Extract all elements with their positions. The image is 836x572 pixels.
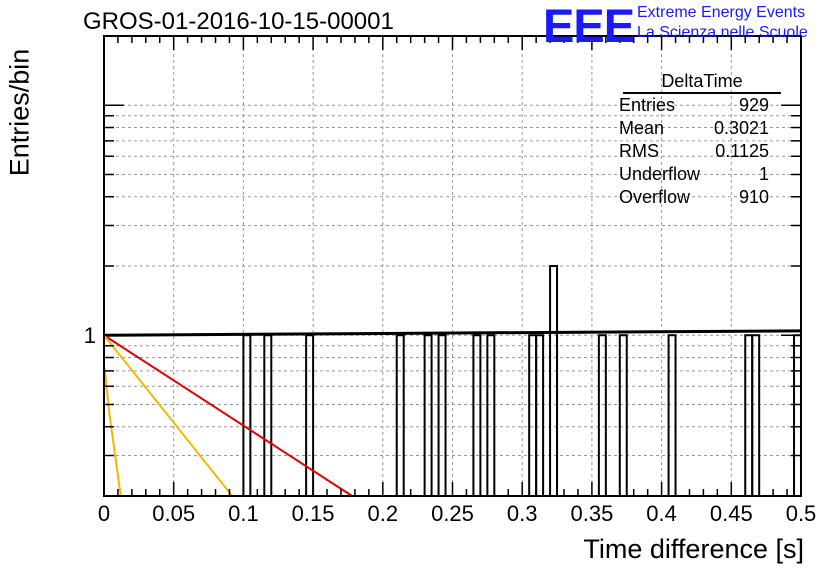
histogram-bin <box>305 334 315 498</box>
stats-label: Underflow <box>619 164 701 184</box>
x-tick-label: 0.4 <box>646 501 677 526</box>
stats-value: 0.1125 <box>715 141 769 161</box>
x-tick-label: 0.05 <box>152 501 195 526</box>
eee-logo-text: Extreme Energy Events La Scienza nelle S… <box>637 3 808 43</box>
histogram-bin <box>597 334 607 498</box>
stats-value: 0.3021 <box>713 118 769 138</box>
histogram-bin <box>528 334 538 498</box>
x-axis-label: Time difference [s] <box>583 534 804 564</box>
stats-row-entries: Entries 929 <box>611 94 781 117</box>
chart-title: GROS-01-2016-10-15-00001 <box>83 8 394 35</box>
stats-row-underflow: Underflow 1 <box>611 163 781 186</box>
x-tick-label: 0.35 <box>570 501 613 526</box>
fit-curve <box>103 334 353 497</box>
logo-line-2: La Scienza nelle Scuole <box>637 24 808 41</box>
x-tick-label: 0.25 <box>431 501 474 526</box>
stats-title: DeltaTime <box>623 70 781 94</box>
fit-curve <box>103 367 122 497</box>
histogram-bin <box>486 334 496 498</box>
histogram-bin <box>744 334 754 498</box>
stats-label: RMS <box>619 141 659 161</box>
stats-value: 910 <box>738 187 769 207</box>
logo-line-1: Extreme Energy Events <box>637 4 806 21</box>
x-tick-label: 0.45 <box>710 501 753 526</box>
stats-value: 1 <box>758 164 769 184</box>
eee-logo: EEE <box>543 0 635 52</box>
histogram-bin <box>263 334 273 498</box>
histogram-bin <box>242 334 252 498</box>
histogram-bin <box>395 334 405 498</box>
stats-label: Overflow <box>619 187 691 207</box>
histogram-bin <box>549 265 559 497</box>
histogram-bin <box>535 334 545 498</box>
y-tick-label: 1 <box>84 323 96 348</box>
histogram-bin <box>423 334 433 498</box>
histogram-bin <box>667 334 677 498</box>
x-tick-label: 0.3 <box>507 501 538 526</box>
stats-value: 929 <box>738 95 769 115</box>
fit-curve <box>103 329 802 337</box>
x-tick-label: 0.5 <box>786 501 817 526</box>
histogram-bin <box>618 334 628 498</box>
stats-box: DeltaTime Entries 929 Mean 0.3021 RMS 0.… <box>611 70 781 209</box>
x-tick-label: 0.2 <box>368 501 399 526</box>
stats-row-mean: Mean 0.3021 <box>611 117 781 140</box>
x-tick-label: 0.1 <box>228 501 259 526</box>
x-tick-label: 0.15 <box>292 501 335 526</box>
histogram-bin <box>751 334 761 498</box>
stats-row-rms: RMS 0.1125 <box>611 140 781 163</box>
fit-curve <box>103 334 234 497</box>
y-axis-label: Entries/bin <box>4 48 35 177</box>
histogram-bin <box>437 334 447 498</box>
stats-label: Entries <box>619 95 676 115</box>
x-tick-label: 0 <box>98 501 110 526</box>
histogram-bin <box>793 334 803 498</box>
histogram-bin <box>472 334 482 498</box>
stats-row-overflow: Overflow 910 <box>611 186 781 209</box>
stats-label: Mean <box>619 118 665 138</box>
